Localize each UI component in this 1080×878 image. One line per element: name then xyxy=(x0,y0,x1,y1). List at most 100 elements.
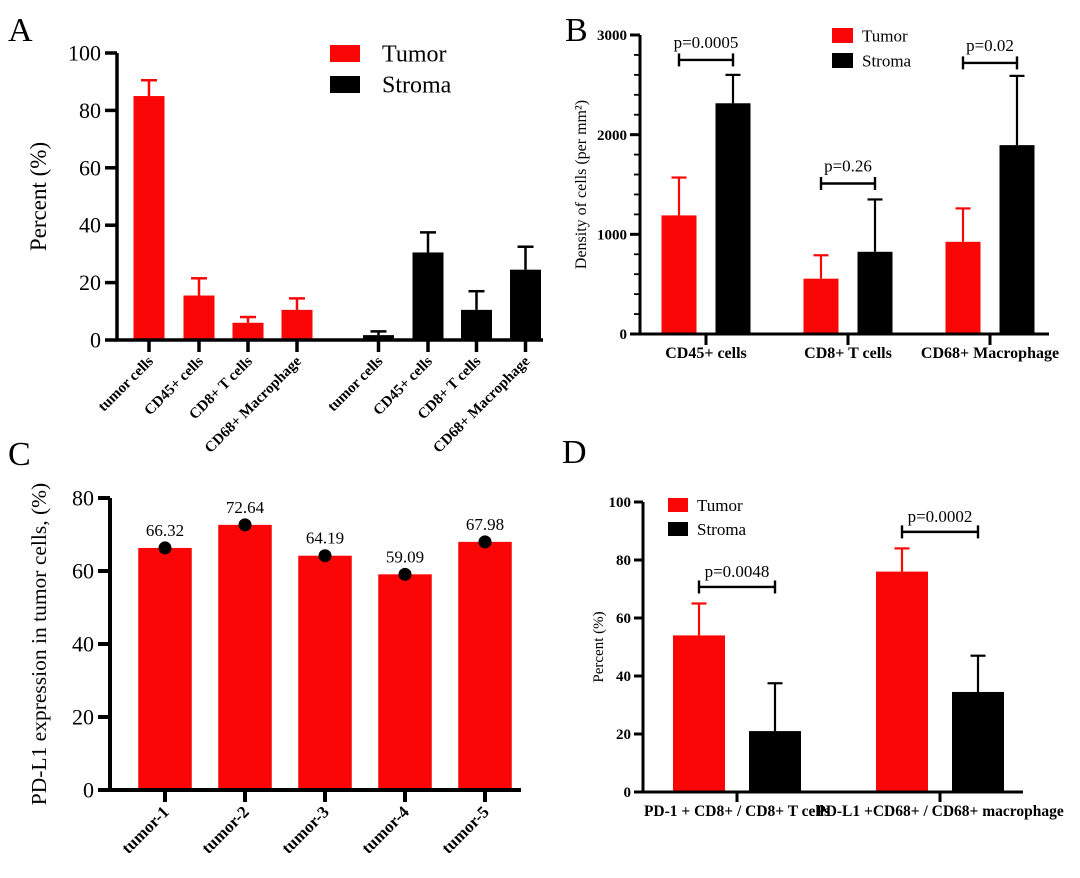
significance-label: p=0.02 xyxy=(966,36,1014,55)
bar xyxy=(673,635,725,792)
y-axis-label: PD-L1 expression in tumor cells, (%) xyxy=(27,483,51,805)
data-point-dot xyxy=(158,541,172,555)
x-axis-category-label: tumor-2 xyxy=(198,802,253,857)
x-axis-category-label: tumor-3 xyxy=(278,802,333,857)
bar xyxy=(281,309,313,340)
axes xyxy=(115,53,543,342)
data-point-dot xyxy=(398,567,412,581)
bar xyxy=(183,295,215,340)
x-axis-category-label: PD-1 + CD8+ / CD8+ T cells xyxy=(644,803,830,820)
y-axis-tick-label: 1000 xyxy=(597,227,627,243)
y-axis-tick-label: 0 xyxy=(620,327,628,343)
y-axis-tick-label: 80 xyxy=(616,553,631,569)
legend-swatch xyxy=(668,498,688,512)
y-axis-tick-label: 40 xyxy=(616,669,631,685)
bar xyxy=(378,574,432,790)
bar xyxy=(952,691,1004,792)
y-axis-label: Percent (%) xyxy=(591,611,607,682)
axes xyxy=(638,35,1049,336)
y-axis-tick-label: 0 xyxy=(624,785,632,801)
significance-label: p=0.26 xyxy=(824,157,872,176)
bar xyxy=(876,571,928,792)
legend-swatch xyxy=(330,76,360,93)
legend-label: Stroma xyxy=(382,73,452,99)
panel-label-a: A xyxy=(8,12,33,49)
value-label: 67.98 xyxy=(466,515,504,534)
y-axis-tick-label: 3000 xyxy=(597,28,627,44)
legend-label: Tumor xyxy=(382,42,446,68)
legend-swatch xyxy=(330,45,360,62)
panel-d: D 0 20 40 60 80 100 PD-1 + CD8+ / CD8+ T cells… xyxy=(540,430,1080,878)
bar xyxy=(715,103,751,334)
bar xyxy=(945,241,981,334)
y-axis-tick-label: 60 xyxy=(79,155,101,180)
axes xyxy=(108,498,521,792)
bar xyxy=(857,251,893,334)
bar xyxy=(749,731,801,792)
data-point-dot xyxy=(478,535,492,549)
panel-c-chart: 0 20 40 60 80 66.32 72.64 64.19 59.09 67.98 tumor-… xyxy=(27,483,521,857)
bar xyxy=(298,555,352,790)
bar xyxy=(999,145,1035,334)
significance-label: p=0.0005 xyxy=(674,33,739,52)
y-axis-tick-label: 0 xyxy=(83,777,94,802)
y-axis-tick-label: 100 xyxy=(609,495,632,511)
panel-a: A 0 20 40 60 80 100 tumor cells CD45+ cells CD8+… xyxy=(0,0,543,456)
panel-d-chart: 0 20 40 60 80 100 PD-1 + CD8+ / CD8+ T cellsPD… xyxy=(591,495,1064,820)
x-axis-category-label: CD45+ cells xyxy=(665,345,747,362)
value-label: 59.09 xyxy=(386,547,424,566)
panel-label-d: D xyxy=(562,434,587,471)
significance-label: p=0.0002 xyxy=(908,507,973,526)
bar xyxy=(412,252,444,340)
y-axis-tick-label: 20 xyxy=(79,270,101,295)
value-label: 66.32 xyxy=(146,521,184,540)
axes xyxy=(641,502,1023,794)
bar xyxy=(661,215,697,334)
y-axis-tick-label: 40 xyxy=(79,213,101,238)
value-label: 72.64 xyxy=(226,498,265,517)
y-axis-tick-label: 100 xyxy=(68,40,101,65)
x-axis-category-label: CD68+ Macrophage xyxy=(921,345,1059,362)
legend-label: Stroma xyxy=(697,520,747,539)
panel-label-b: B xyxy=(565,12,588,49)
y-axis-label: Density of cells (per mm²) xyxy=(573,100,590,269)
y-axis-tick-label: 20 xyxy=(72,704,94,729)
legend-swatch xyxy=(832,53,853,68)
x-axis-category-label: tumor-1 xyxy=(118,802,173,857)
legend-swatch xyxy=(832,28,853,43)
y-axis-tick-label: 40 xyxy=(72,631,94,656)
bar xyxy=(133,96,165,340)
bar xyxy=(363,335,394,340)
bar xyxy=(510,269,541,340)
panel-b-chart: 0 1000 2000 3000 CD45+ cells CD8+ T cells CD68… xyxy=(573,26,1059,362)
legend-label: Stroma xyxy=(862,51,912,70)
bar xyxy=(218,524,272,790)
value-label: 64.19 xyxy=(306,529,344,548)
y-axis-tick-label: 20 xyxy=(616,727,631,743)
significance-label: p=0.0048 xyxy=(705,562,770,581)
y-axis-tick-label: 80 xyxy=(79,98,101,123)
y-axis-tick-label: 2000 xyxy=(597,128,627,144)
bar xyxy=(138,547,192,790)
panel-b: B 0 1000 2000 3000 CD45+ cells CD8+ T cells CD… xyxy=(540,0,1080,430)
y-axis-label: Percent (%) xyxy=(26,142,51,251)
x-axis-category-label: tumor-4 xyxy=(358,802,413,857)
panel-c: C 0 20 40 60 80 66.32 72.64 64.19 59.09 67.98 tumo… xyxy=(0,430,540,878)
data-point-dot xyxy=(238,518,252,532)
bar xyxy=(803,278,839,334)
y-axis-tick-label: 60 xyxy=(616,611,631,627)
legend-swatch xyxy=(668,522,688,536)
legend-label: Tumor xyxy=(697,496,743,515)
y-axis-tick-label: 0 xyxy=(90,327,101,352)
bar xyxy=(458,541,512,790)
x-axis-category-label: tumor-5 xyxy=(438,802,493,857)
y-axis-tick-label: 60 xyxy=(72,558,94,583)
data-point-dot xyxy=(318,549,332,563)
x-axis-category-label: CD8+ T cells xyxy=(804,345,892,362)
bar xyxy=(232,322,264,340)
bar xyxy=(461,309,492,340)
panel-label-c: C xyxy=(8,436,31,473)
y-axis-tick-label: 80 xyxy=(72,485,94,510)
